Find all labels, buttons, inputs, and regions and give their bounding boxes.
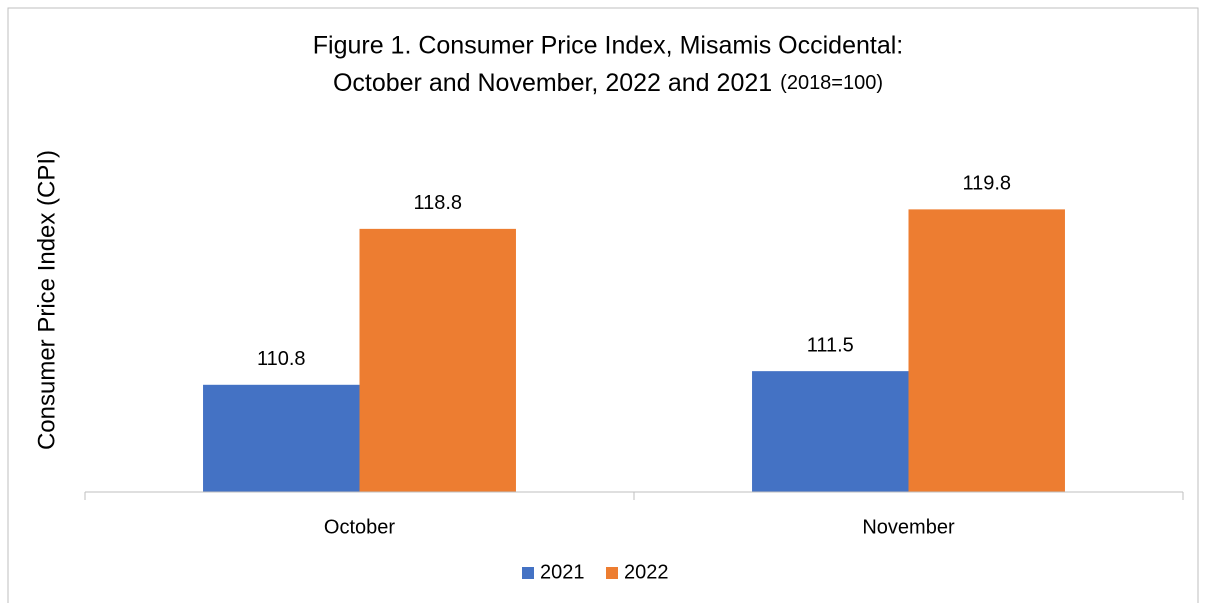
data-label: 111.5 xyxy=(807,334,854,356)
x-tick-label: November xyxy=(862,516,955,538)
chart-border xyxy=(7,7,1199,603)
chart-title-line: October and November, 2022 and 2021 xyxy=(333,69,772,97)
bar xyxy=(359,228,516,492)
data-label: 119.8 xyxy=(962,173,1011,195)
bar xyxy=(908,209,1065,493)
legend-label: 2021 xyxy=(540,561,585,583)
legend-label: 2022 xyxy=(624,561,669,583)
legend-swatch xyxy=(522,567,534,579)
chart-title: Figure 1. Consumer Price Index, Misamis … xyxy=(313,32,904,60)
chart-title-note: (2018=100) xyxy=(780,72,883,94)
data-label: 110.8 xyxy=(257,348,306,370)
x-tick-label: October xyxy=(324,516,395,538)
legend-swatch xyxy=(606,567,618,579)
y-axis-label: Consumer Price Index (CPI) xyxy=(33,150,60,450)
bar xyxy=(203,384,360,492)
bar xyxy=(752,371,909,492)
chart-title: October and November, 2022 and 2021 (2018… xyxy=(333,69,883,97)
data-label: 118.8 xyxy=(413,192,462,214)
